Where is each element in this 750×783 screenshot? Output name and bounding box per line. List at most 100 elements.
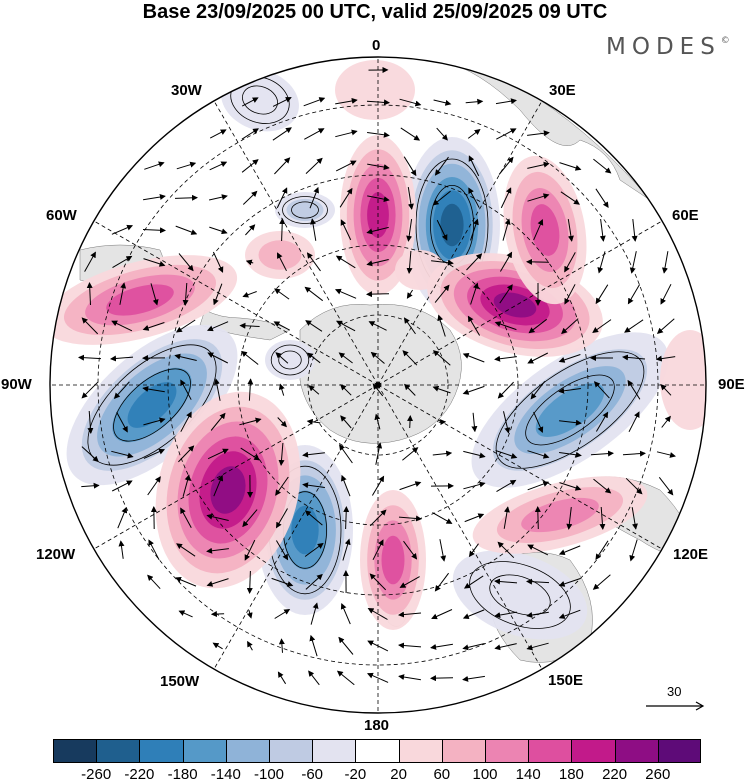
wind-vector (178, 445, 195, 463)
wind-vector (366, 259, 389, 267)
anomaly-contour (521, 497, 599, 533)
wind-vector (302, 451, 325, 458)
wind-vector (370, 351, 385, 364)
wind-vector (278, 383, 285, 396)
wind-vector (242, 509, 258, 528)
wind-vector (209, 161, 228, 171)
colorbar-tick-label: 220 (602, 766, 628, 783)
reference-vector: 30 (640, 684, 710, 714)
wind-vector (595, 284, 609, 305)
wind-vector (117, 506, 128, 529)
wind-vector (366, 99, 390, 106)
wind-vector (274, 157, 291, 175)
wind-vector (622, 354, 646, 361)
wind-vector (309, 634, 318, 657)
wind-vector (213, 474, 224, 497)
wind-vector (592, 574, 611, 590)
colorbar-tick-label: 100 (472, 766, 498, 783)
wind-vector (400, 127, 421, 141)
wind-vector (142, 386, 165, 393)
wind-vector (399, 481, 422, 491)
colorbar-swatch (571, 739, 616, 763)
wind-vector (407, 187, 414, 210)
lon-label-30w: 30W (171, 82, 202, 99)
wind-vector (526, 642, 549, 651)
wind-vector (206, 513, 229, 521)
wind-vector (558, 545, 581, 556)
anomaly-contour (493, 292, 537, 318)
wind-vector (81, 482, 100, 489)
wind-vector (366, 672, 389, 683)
wind-vector (277, 417, 287, 428)
wind-vector (527, 193, 550, 202)
wind-vector (660, 283, 672, 305)
reference-vector-value: 30 (667, 684, 682, 699)
wind-vector (340, 384, 352, 396)
wind-vector (463, 481, 486, 490)
colorbar-swatch (182, 739, 227, 763)
wind-vector (305, 573, 323, 590)
wind-vector (398, 515, 422, 522)
wind-vector (274, 288, 290, 300)
meridian-line (213, 100, 379, 386)
wind-vector (526, 611, 549, 618)
pressure-contour (291, 201, 319, 219)
colorbar-swatch (312, 739, 356, 763)
brand-mark: © (720, 36, 730, 46)
wind-vector (503, 411, 511, 434)
wind-vector (213, 378, 221, 401)
wind-vector (341, 474, 351, 497)
wind-vector (430, 675, 454, 682)
wind-vector (597, 251, 606, 274)
wind-vector (367, 163, 390, 170)
wind-vector (372, 539, 384, 561)
wind-vector (437, 314, 446, 337)
wind-vector (143, 258, 166, 267)
anomaly-contour (381, 535, 405, 585)
pressure-contour (113, 368, 191, 442)
wind-vector (310, 218, 317, 241)
wind-vector (660, 383, 672, 396)
wind-vector (81, 446, 99, 463)
wind-vector (403, 317, 416, 335)
wind-vector (656, 451, 676, 458)
colorbar-tick-label: 140 (515, 766, 541, 783)
wind-vector (559, 162, 582, 171)
wind-vector (558, 609, 581, 619)
wind-vector (334, 288, 357, 299)
wind-vector (367, 195, 390, 203)
wind-vector (176, 161, 197, 170)
lon-label-90w: 90W (1, 376, 32, 393)
wind-vector (371, 475, 385, 496)
wind-vector (528, 318, 548, 334)
wind-vector (407, 415, 414, 429)
brand-name: MODES (606, 34, 721, 60)
wind-vector (305, 157, 323, 174)
wind-vector (527, 544, 549, 556)
anomaly-contour (291, 505, 319, 555)
wind-vector (496, 479, 517, 493)
wind-vector (369, 573, 387, 591)
wind-vector (366, 226, 389, 235)
wind-vector (627, 379, 641, 400)
map-disk-border (49, 56, 707, 714)
modes-logo: MODES© (606, 34, 730, 60)
wind-vector (81, 381, 99, 399)
wind-vector (242, 190, 258, 205)
wind-vector (276, 187, 288, 209)
wind-vector (366, 291, 390, 298)
page-title: Base 23/09/2025 00 UTC, valid 25/09/2025… (142, 1, 608, 23)
wind-vector (309, 186, 319, 209)
wind-vector (279, 218, 286, 242)
wind-vector (111, 480, 133, 492)
colorbar-tick-label: -100 (253, 766, 285, 783)
wind-vector (402, 350, 418, 366)
wind-vector (662, 251, 669, 274)
anomaly-contour (535, 382, 605, 438)
anomaly-contour (106, 284, 174, 316)
pressure-contour (525, 374, 615, 446)
wind-vector (496, 128, 517, 140)
wind-vector (336, 320, 356, 332)
wind-vector (175, 319, 196, 333)
wind-vector (308, 670, 320, 686)
